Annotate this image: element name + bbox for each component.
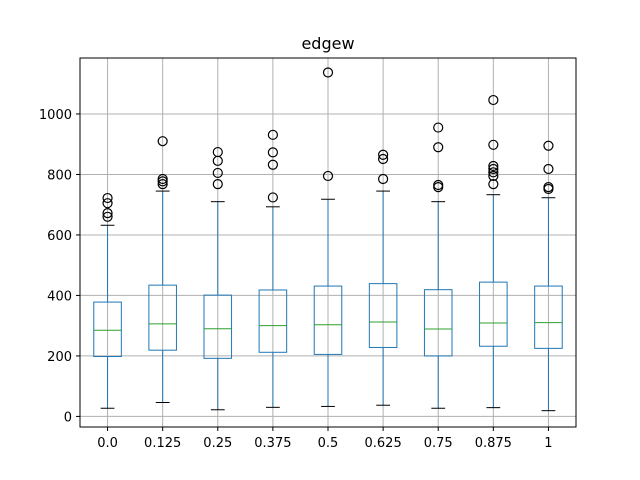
y-tick-label: 400 bbox=[47, 289, 72, 304]
flier-point bbox=[157, 176, 168, 187]
flier-point bbox=[488, 170, 499, 182]
flier-point bbox=[267, 147, 278, 158]
flier-point bbox=[212, 146, 223, 158]
flier-point bbox=[378, 153, 389, 165]
box-0.375 bbox=[258, 129, 288, 408]
box-0.25 bbox=[203, 146, 233, 411]
flier-point bbox=[488, 160, 499, 172]
y-axis: 0 200 400 600 800 1000 bbox=[39, 108, 80, 425]
box-iqr bbox=[203, 294, 233, 359]
flier-point bbox=[267, 129, 278, 140]
flier-point bbox=[378, 173, 389, 185]
flier-point bbox=[157, 173, 168, 185]
flier-point bbox=[433, 179, 444, 191]
flier-point bbox=[488, 163, 499, 175]
box-1 bbox=[534, 140, 563, 412]
flier-point bbox=[543, 182, 554, 193]
x-tick-label: 0.75 bbox=[424, 436, 453, 451]
flier-point bbox=[378, 149, 389, 160]
x-tick-label: 0.0 bbox=[97, 436, 118, 451]
box-iqr bbox=[93, 301, 122, 358]
box-iqr bbox=[258, 289, 288, 353]
flier-point bbox=[157, 179, 168, 190]
chart-title: edgew bbox=[301, 34, 354, 53]
flier-point bbox=[543, 140, 554, 151]
flier-point bbox=[488, 139, 499, 150]
box-0.875 bbox=[479, 94, 508, 409]
flier-point bbox=[267, 159, 278, 170]
box-iqr bbox=[148, 284, 177, 351]
flier-point bbox=[433, 122, 444, 133]
y-tick-label: 800 bbox=[47, 168, 72, 183]
flier-point bbox=[102, 198, 113, 209]
box-iqr bbox=[479, 281, 508, 347]
y-tick-label: 1000 bbox=[39, 108, 72, 123]
x-tick-label: 0.5 bbox=[318, 436, 339, 451]
x-tick-label: 0.625 bbox=[365, 436, 402, 451]
box-0.125 bbox=[148, 136, 177, 404]
box-iqr bbox=[534, 285, 563, 349]
flier-point bbox=[488, 94, 499, 106]
x-tick-label: 0.125 bbox=[144, 436, 181, 451]
box-0.0 bbox=[93, 192, 122, 409]
x-tick-label: 1 bbox=[544, 436, 552, 451]
box-0.625 bbox=[368, 149, 398, 406]
x-tick-label: 0.375 bbox=[254, 436, 291, 451]
x-tick-label: 0.25 bbox=[203, 436, 232, 451]
x-axis: 0.0 0.125 0.25 0.375 0.5 0.625 0.75 0.875 1 bbox=[97, 427, 553, 451]
y-tick-label: 200 bbox=[47, 350, 72, 365]
flier-point bbox=[212, 179, 223, 190]
flier-point bbox=[322, 170, 334, 182]
flier-point bbox=[433, 142, 444, 153]
flier-point bbox=[102, 192, 113, 204]
flier-point bbox=[212, 167, 223, 179]
flier-point bbox=[102, 208, 113, 219]
x-tick-label: 0.875 bbox=[475, 436, 512, 451]
flier-point bbox=[488, 167, 499, 178]
flier-point bbox=[102, 211, 113, 222]
flier-point bbox=[488, 179, 499, 190]
y-tick-label: 0 bbox=[64, 410, 72, 425]
flier-point bbox=[543, 163, 554, 175]
box-0.5 bbox=[313, 67, 343, 407]
boxes bbox=[93, 67, 563, 412]
flier-point bbox=[322, 67, 334, 78]
flier-point bbox=[157, 136, 168, 147]
flier-point bbox=[267, 192, 278, 203]
box-iqr bbox=[313, 285, 343, 355]
box-0.75 bbox=[423, 122, 453, 409]
box-iqr bbox=[368, 283, 398, 348]
y-tick-label: 600 bbox=[47, 229, 72, 244]
box-iqr bbox=[423, 289, 453, 357]
